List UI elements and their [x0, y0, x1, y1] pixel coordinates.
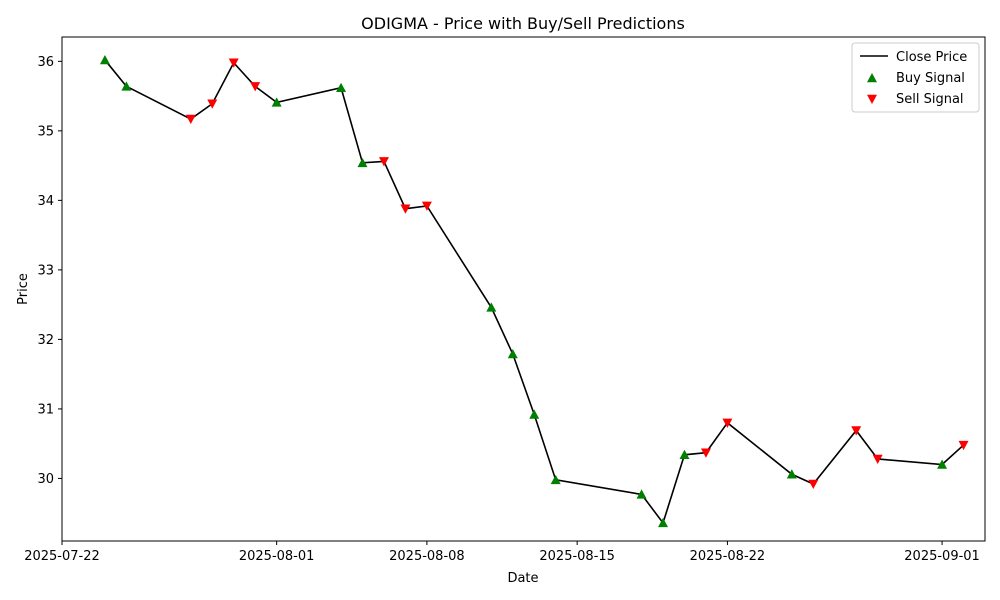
buy-signal-marker: [550, 474, 561, 485]
sell-signal-marker: [250, 82, 261, 92]
legend-label: Buy Signal: [896, 71, 965, 86]
x-axis-label: Date: [507, 571, 538, 586]
buy-signal-marker: [636, 489, 647, 499]
y-axis-ticks: 30 31 32 33 34 35 36: [37, 55, 62, 487]
legend-buy-swatch: [867, 73, 877, 83]
sell-signal-marker: [185, 114, 196, 125]
sell-signal-marker: [722, 418, 733, 428]
buy-signal-marker: [679, 449, 690, 460]
buy-signal-marker: [529, 409, 540, 419]
chart-title: ODIGMA - Price with Buy/Sell Predictions: [361, 14, 685, 33]
y-tick-label: 31: [37, 402, 54, 417]
sell-signal-marker: [958, 440, 969, 451]
y-tick-label: 35: [37, 124, 54, 139]
sell-signal-marker: [400, 204, 411, 214]
y-tick-label: 30: [37, 472, 54, 487]
sell-signal-marker: [808, 479, 819, 489]
legend: Close Price Buy Signal Sell Signal: [851, 42, 980, 113]
x-tick-label: 2025-08-01: [239, 549, 315, 564]
buy-signal-marker: [121, 81, 132, 91]
sell-signal-marker: [851, 426, 862, 436]
plot-frame: [61, 36, 986, 542]
y-axis-label: Price: [16, 273, 31, 305]
sell-signal-marker: [228, 58, 239, 68]
sell-signal-marker: [378, 157, 389, 167]
x-axis-ticks: 2025-07-22 2025-08-01 2025-08-08 2025-08-15…: [24, 541, 980, 564]
legend-label: Close Price: [896, 50, 967, 65]
buy-signal-marker: [357, 157, 368, 168]
x-tick-label: 2025-08-08: [389, 549, 465, 564]
x-tick-label: 2025-09-01: [904, 549, 980, 564]
y-tick-label: 36: [37, 55, 54, 70]
buy-signal-marker: [99, 54, 110, 65]
sell-signal-marker: [421, 201, 432, 211]
legend-box: [851, 42, 980, 113]
legend-sell-swatch: [867, 94, 877, 104]
buy-signal-marker: [271, 97, 282, 107]
y-tick-label: 32: [37, 333, 54, 348]
sell-signal-marker: [872, 454, 883, 464]
buy-signal-marker: [507, 348, 518, 359]
plot-content: [99, 54, 969, 528]
buy-signal-marker: [336, 82, 347, 92]
x-tick-label: 2025-08-15: [539, 549, 615, 564]
x-tick-label: 2025-08-22: [690, 549, 766, 564]
buy-signal-marker: [937, 459, 948, 469]
buy-signal-marker: [486, 302, 497, 312]
sell-signal-marker: [700, 448, 711, 458]
sell-signal-marker: [207, 99, 218, 109]
buy-signal-marker: [786, 469, 797, 479]
legend-label: Sell Signal: [896, 92, 964, 107]
y-tick-label: 33: [37, 263, 54, 278]
x-tick-label: 2025-07-22: [24, 549, 100, 564]
buy-signal-marker: [658, 517, 669, 528]
y-tick-label: 34: [37, 194, 54, 209]
